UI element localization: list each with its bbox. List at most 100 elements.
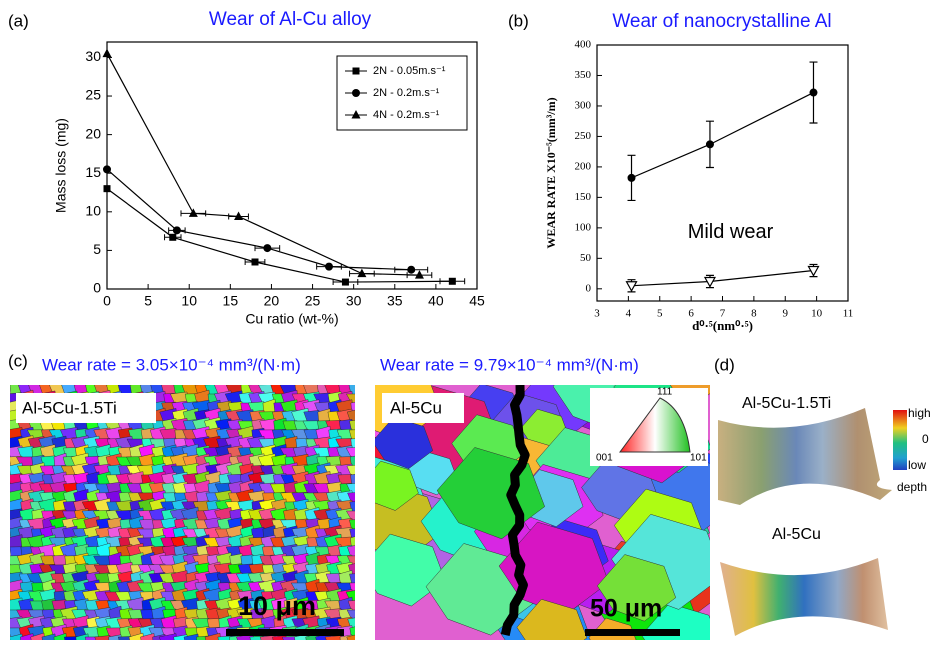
grain (117, 636, 133, 640)
color-bar (893, 410, 907, 470)
marker (234, 211, 244, 220)
chart: Wear of nanocrystalline Al d⁰·⁵(nm⁰·⁵) WEA… (544, 11, 854, 333)
grain (324, 635, 342, 640)
ipf-key (619, 397, 691, 453)
x-tick-label: 3 (594, 308, 600, 320)
legend-label: 2N - 0.05m.s⁻¹ (373, 65, 446, 77)
x-tick-label: 11 (843, 308, 854, 320)
panel-label: (c) (8, 351, 28, 370)
y-tick-label: 100 (575, 221, 592, 233)
sample-label: Al-5Cu-1.5Ti (742, 395, 831, 412)
x-tick-label: 20 (264, 293, 280, 309)
plot-frame (596, 44, 849, 302)
marker (102, 48, 112, 58)
y-tick-label: 0 (586, 282, 592, 294)
surface-3d (720, 558, 888, 636)
grain (346, 634, 355, 640)
y-axis-label: Mass loss (mg) (53, 118, 69, 213)
y-tick-label: 400 (575, 39, 592, 51)
sample-label: Al-5Cu (772, 526, 821, 543)
ipf-key-label: 111 (657, 387, 673, 398)
grain (10, 633, 23, 640)
y-tick-label: 250 (575, 130, 592, 142)
grain (347, 600, 355, 613)
marker (414, 270, 424, 279)
marker (341, 278, 349, 286)
panel-label: (a) (8, 11, 29, 30)
series-line (106, 168, 412, 271)
grain (346, 609, 355, 621)
marker (809, 88, 818, 97)
y-tick-label: 200 (575, 160, 592, 172)
x-tick-label: 4 (626, 308, 632, 320)
marker (705, 140, 714, 149)
y-tick-label: 5 (93, 241, 101, 257)
grain (158, 633, 177, 640)
grain (294, 633, 309, 640)
panels: (a) (b) (c) (d) Wear rate = 3.05×10⁻⁴ mm… (8, 11, 931, 640)
scale-bar (226, 629, 344, 636)
marker (807, 265, 820, 277)
grain (173, 634, 188, 640)
color-bar-label: high (908, 406, 931, 420)
grain (140, 633, 155, 640)
series-line (631, 269, 814, 287)
x-axis-label: d⁰·⁵(nm⁰·⁵) (692, 318, 753, 333)
x-tick-label: 7 (720, 308, 726, 320)
label-box (382, 393, 464, 423)
chart-title: Wear of Al-Cu alloy (209, 9, 372, 30)
x-axis-label: Cu ratio (wt-%) (245, 311, 338, 327)
grain (516, 599, 588, 640)
grain (20, 633, 34, 640)
y-tick-label: 50 (580, 252, 592, 264)
color-bar-label: depth (897, 480, 927, 494)
y-tick-label: 15 (85, 164, 101, 180)
x-tick-label: 5 (657, 308, 663, 320)
y-tick-label: 300 (575, 99, 592, 111)
marker (625, 281, 638, 292)
label-box (16, 393, 156, 423)
x-tick-label: 40 (428, 293, 444, 309)
legend-label: 4N - 0.2m.s⁻¹ (373, 109, 440, 121)
x-tick-label: 30 (346, 293, 362, 309)
grain (348, 429, 355, 441)
marker (448, 277, 456, 285)
y-tick-label: 10 (85, 203, 101, 219)
series-line (631, 92, 814, 179)
marker (352, 89, 360, 97)
color-bar-label: 0 (922, 432, 929, 446)
grain (30, 632, 45, 640)
marker (407, 265, 416, 274)
grain (345, 447, 355, 460)
grain (349, 519, 355, 531)
grain (217, 635, 232, 640)
x-tick-label: 25 (305, 293, 321, 309)
marker (103, 185, 111, 193)
sample-label: Al-5Cu (390, 398, 442, 417)
grain (41, 633, 56, 640)
surface-3d (718, 408, 892, 505)
marker (172, 226, 181, 235)
crack (500, 385, 530, 636)
marker (188, 208, 198, 217)
charts: Wear of Al-Cu alloy Cu ratio (wt-%) Mass l… (53, 9, 854, 333)
wear-rate-label: Wear rate = 3.05×10⁻⁴ mm³/(N·m) (42, 355, 301, 374)
x-tick-label: 35 (387, 293, 403, 309)
y-tick-label: 350 (575, 69, 592, 81)
y-tick-label: 20 (85, 125, 101, 141)
x-tick-label: 6 (688, 308, 694, 320)
x-tick-label: 10 (811, 308, 823, 320)
x-tick-label: 8 (751, 308, 757, 320)
marker (627, 173, 636, 182)
grain (108, 634, 122, 640)
grain (128, 632, 144, 640)
marker (351, 110, 361, 119)
grain (596, 554, 677, 622)
y-axis-label: WEAR RATE X10⁻⁵(mm³/m) (544, 97, 558, 248)
chart-title: Wear of nanocrystalline Al (612, 11, 831, 32)
scale-label: 50 μm (590, 595, 662, 623)
x-tick-label: 5 (144, 293, 152, 309)
grain (204, 632, 221, 640)
marker (103, 165, 111, 174)
